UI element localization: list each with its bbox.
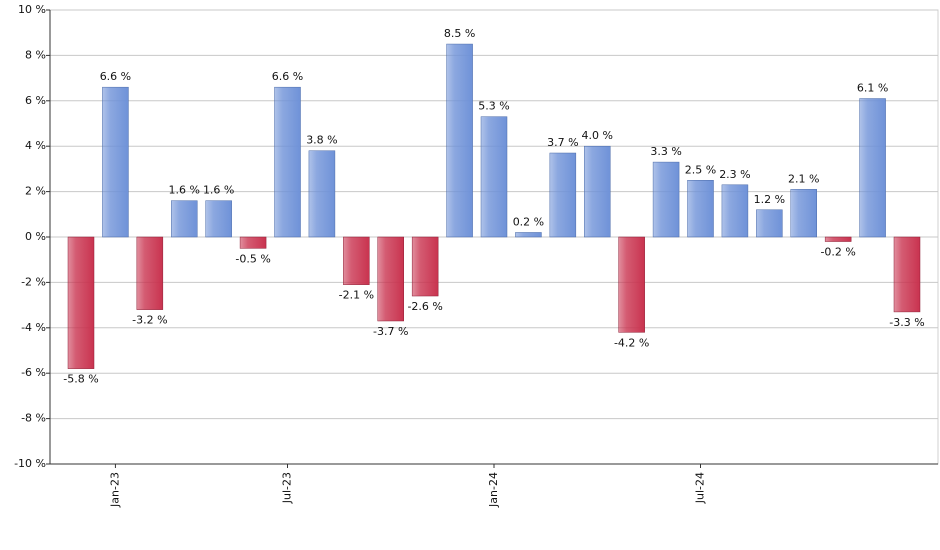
- value-label: 6.6 %: [272, 70, 303, 83]
- value-label: 1.2 %: [754, 193, 785, 206]
- x-tick-label: Jan-24: [487, 472, 500, 508]
- value-label: -3.3 %: [889, 316, 924, 329]
- bar: [205, 200, 232, 238]
- value-label: -3.7 %: [373, 325, 408, 338]
- x-tick-label: Jul-24: [694, 472, 707, 504]
- value-label: 4.0 %: [582, 129, 613, 142]
- value-label: 1.6 %: [203, 184, 234, 197]
- bar: [343, 236, 370, 285]
- value-label: 3.3 %: [650, 145, 681, 158]
- bar: [480, 116, 508, 238]
- value-label: 2.5 %: [685, 163, 716, 176]
- bar: [515, 232, 542, 238]
- y-tick-label: 6 %: [25, 94, 46, 107]
- value-label: 6.6 %: [100, 70, 131, 83]
- value-label: 2.1 %: [788, 172, 819, 185]
- bar: [687, 180, 714, 238]
- y-tick-label: -10 %: [14, 457, 46, 470]
- y-tick-label: 2 %: [25, 185, 46, 198]
- y-tick-label: 4 %: [25, 139, 46, 152]
- value-label: 8.5 %: [444, 27, 475, 40]
- value-label: -4.2 %: [614, 336, 649, 349]
- value-label: -0.5 %: [235, 252, 270, 265]
- x-tick-label: Jan-23: [108, 472, 121, 508]
- bar: [859, 98, 886, 238]
- y-tick-label: -8 %: [21, 412, 46, 425]
- value-label: 1.6 %: [169, 184, 200, 197]
- bar: [893, 236, 921, 313]
- bar: [652, 161, 680, 238]
- bar: [377, 236, 404, 322]
- value-label: -3.2 %: [132, 314, 167, 327]
- value-label: -2.1 %: [339, 289, 374, 302]
- bar: [67, 236, 95, 369]
- y-tick-label: 0 %: [25, 230, 46, 243]
- y-tick-label: 10 %: [18, 3, 46, 16]
- value-label: -2.6 %: [407, 300, 442, 313]
- value-label: 6.1 %: [857, 82, 888, 95]
- bar: [721, 184, 749, 238]
- y-tick-label: 8 %: [25, 48, 46, 61]
- bar: [171, 200, 198, 238]
- bar: [411, 236, 439, 297]
- bar: [308, 150, 336, 238]
- value-label: 2.3 %: [719, 168, 750, 181]
- bar: [274, 86, 301, 238]
- bar: [549, 152, 577, 238]
- bar: [239, 236, 267, 249]
- bar: [790, 189, 817, 238]
- value-label: 3.8 %: [306, 134, 337, 147]
- bar: [102, 86, 129, 238]
- y-tick-label: -6 %: [21, 366, 46, 379]
- y-tick-label: -2 %: [21, 275, 46, 288]
- bar: [824, 236, 852, 242]
- value-label: -5.8 %: [63, 373, 98, 386]
- value-label: 0.2 %: [513, 215, 544, 228]
- bar: [756, 209, 783, 238]
- bar: [136, 236, 164, 310]
- bar: [618, 236, 645, 333]
- bar: [584, 145, 611, 238]
- x-tick-label: Jul-23: [281, 472, 294, 504]
- value-label: 5.3 %: [478, 100, 509, 113]
- value-label: 3.7 %: [547, 136, 578, 149]
- value-label: -0.2 %: [820, 246, 855, 259]
- bar: [446, 43, 473, 238]
- y-tick-label: -4 %: [21, 321, 46, 334]
